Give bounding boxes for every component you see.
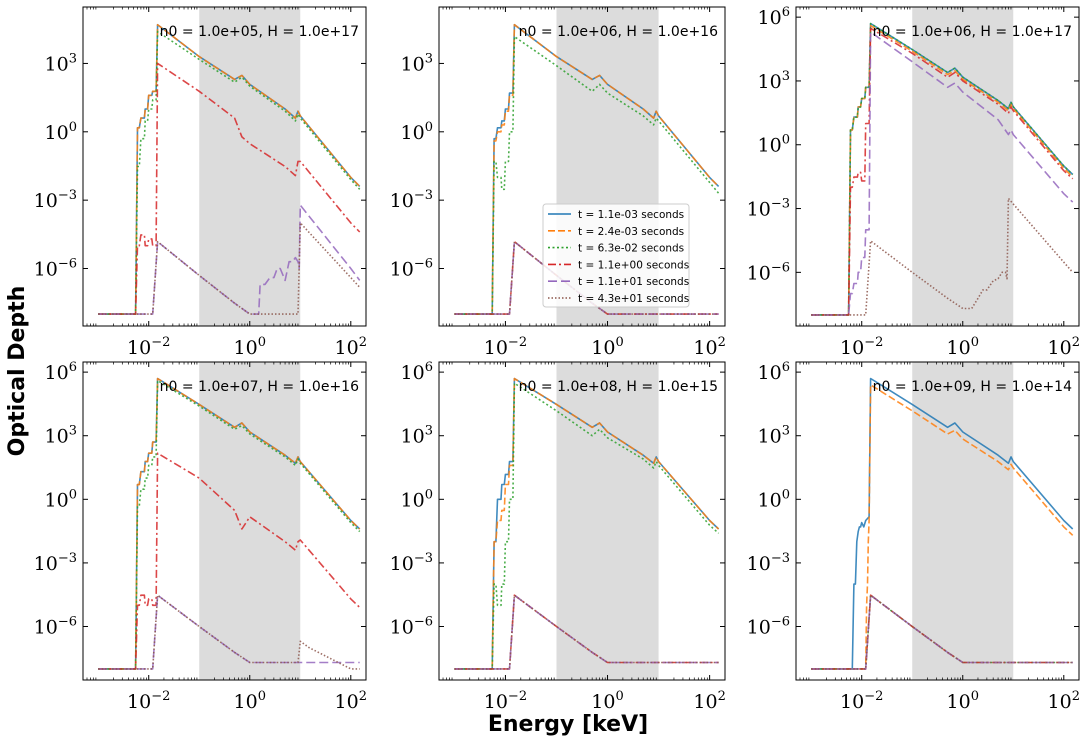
x-tick-label: 10−2 [127,335,170,359]
series-line-6 [98,222,361,315]
series-line-3 [454,35,720,315]
series-line-3 [98,379,361,670]
y-tick-label: 106 [758,5,790,29]
x-tick-label: 10−2 [484,689,527,713]
x-tick-label: 10−2 [840,335,883,359]
y-tick-label: 106 [758,360,790,384]
y-tick-label: 103 [45,51,77,75]
series-line-4 [98,62,361,315]
subplot-title: n0 = 1.0e+06, H = 1.0e+17 [873,24,1072,40]
axes-frame [795,361,1080,681]
shaded-band [556,362,659,680]
y-tick-label: 10−3 [390,551,433,575]
series-line-3 [811,22,1074,316]
x-tick-label: 10−2 [127,689,170,713]
legend-entry: t = 2.4e-03 seconds [578,226,684,238]
y-tick-label: 100 [401,120,433,144]
x-tick-label: 102 [693,335,725,359]
x-tick-label: 102 [335,335,367,359]
y-tick-label: 103 [45,424,77,448]
y-tick-label: 100 [758,487,790,511]
legend-frame [542,203,690,308]
y-tick-label: 100 [45,120,77,144]
series-line-4 [811,27,1074,316]
x-tick-label: 10−2 [484,335,527,359]
x-axis-label: Energy [keV] [488,712,648,737]
subplot-1: 10−2 100 102 10−3 10−6 100 103 n0 = 1.0e+05, H … [34,6,367,359]
x-tick-label: 100 [947,335,979,359]
x-tick-label: 100 [591,335,623,359]
subplot-3: 10−2 100 102 10−3 10−6 100 103 106 n0 = 1.0e+06,… [747,5,1080,359]
shaded-band [199,7,301,326]
subplot-5: 10−2 100 102 10−3 10−6 100 103 106 n0 = 1.0e+08,… [390,360,726,713]
series-line-2 [811,24,1074,316]
y-tick-label: 10−3 [747,551,790,575]
y-tick-label: 10−6 [390,615,433,639]
subplot-title: n0 = 1.0e+09, H = 1.0e+14 [873,379,1072,395]
series-line-6 [454,240,719,315]
y-tick-label: 103 [758,424,790,448]
series-line-6 [811,197,1074,316]
axes-frame [82,6,367,327]
legend-entry: t = 1.1e+01 seconds [578,276,689,288]
y-tick-label: 10−3 [747,197,790,221]
axes-frame [82,361,367,681]
series-line-6 [98,594,360,670]
x-tick-label: 100 [591,689,623,713]
x-tick-label: 102 [693,689,725,713]
subplot-grid: 10−2 100 102 10−3 10−6 100 103 n0 = 1.0e+05, H … [34,5,1080,713]
x-tick-label: 100 [234,689,266,713]
subplot-4: 10−2 100 102 10−3 10−6 100 103 106 n0 = 1.0e+07,… [34,360,367,713]
x-tick-label: 100 [234,335,266,359]
x-tick-label: 100 [947,689,979,713]
series-line-4 [98,452,361,670]
axes-frame [438,6,726,327]
subplot-2: 10−2 100 102 10−3 10−6 100 103 n0 = 1.0e+06, H … [390,6,726,359]
y-tick-label: 10−6 [390,257,433,281]
y-tick-label: 106 [45,360,77,384]
y-axis-label: Optical Depth [5,286,30,457]
y-tick-label: 106 [401,360,433,384]
series-line-6 [811,594,1073,670]
legend: t = 1.1e-03 seconds t = 2.4e-03 seconds t … [542,203,690,308]
y-tick-label: 100 [401,487,433,511]
y-tick-label: 10−6 [34,615,77,639]
y-tick-label: 100 [758,133,790,157]
axes-frame [795,6,1080,327]
y-tick-label: 100 [45,487,77,511]
series-line-2 [454,23,720,315]
subplot-title: n0 = 1.0e+07, H = 1.0e+16 [160,379,359,395]
legend-entry: t = 6.3e-02 seconds [578,243,684,255]
y-tick-label: 103 [401,424,433,448]
x-tick-label: 102 [1048,689,1080,713]
y-tick-label: 10−6 [747,615,790,639]
series-line-3 [98,30,361,315]
series-line-5 [811,31,1074,316]
x-tick-label: 102 [1048,335,1080,359]
y-tick-label: 10−3 [34,188,77,212]
shaded-band [199,362,301,680]
subplot-title: n0 = 1.0e+05, H = 1.0e+17 [160,24,359,40]
subplot-6: 10−2 100 102 10−3 10−6 100 103 106 n0 = 1.0e+09,… [747,360,1080,713]
x-tick-label: 102 [335,689,367,713]
legend-entry: t = 1.1e+00 seconds [578,259,689,271]
shaded-band [912,362,1014,680]
y-tick-label: 10−6 [747,260,790,284]
x-tick-label: 10−2 [840,689,883,713]
subplot-title: n0 = 1.0e+08, H = 1.0e+15 [519,379,718,395]
series-line-2 [98,377,361,670]
subplot-title: n0 = 1.0e+06, H = 1.0e+16 [519,24,718,40]
y-tick-label: 103 [758,69,790,93]
y-tick-label: 10−3 [390,188,433,212]
y-tick-label: 10−3 [34,551,77,575]
legend-entry: t = 1.1e-03 seconds [578,209,684,221]
legend-entry: t = 4.3e+01 seconds [578,293,689,305]
series-line-6 [454,594,719,670]
y-tick-label: 103 [401,51,433,75]
y-tick-label: 10−6 [34,257,77,281]
axes-frame [438,361,726,681]
